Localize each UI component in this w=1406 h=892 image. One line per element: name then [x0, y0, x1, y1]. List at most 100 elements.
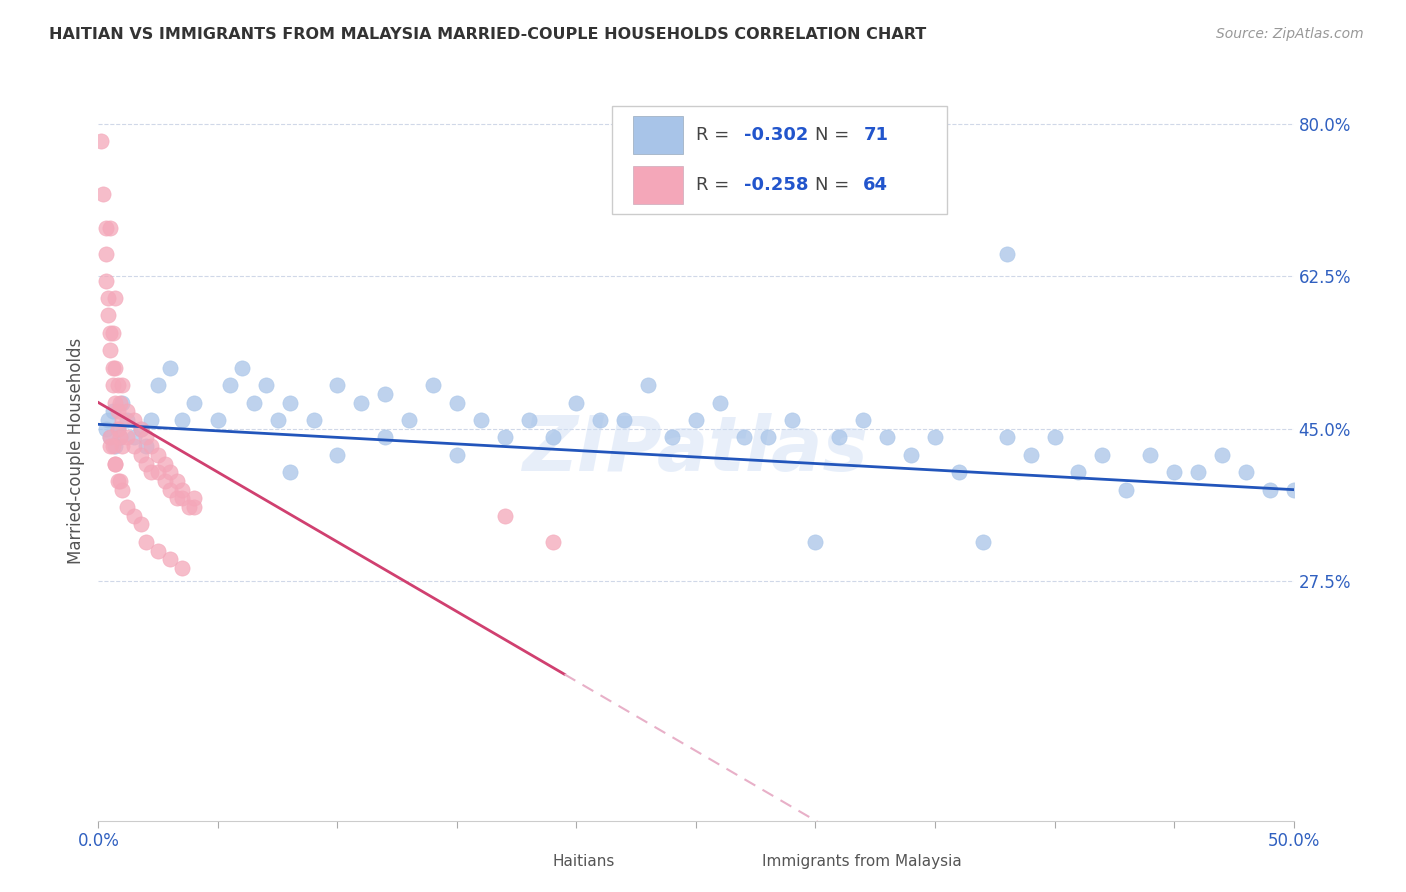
Point [172, 561, 194, 575]
Point [1139, 448, 1161, 462]
Point [94, 274, 117, 288]
Text: 64: 64 [863, 176, 889, 194]
Text: N =: N = [815, 126, 855, 144]
Point [148, 465, 170, 479]
Point [1282, 483, 1305, 497]
Point [166, 474, 188, 488]
Point [494, 508, 516, 523]
Text: Haitians: Haitians [553, 854, 614, 869]
Text: Source: ZipAtlas.com: Source: ZipAtlas.com [1216, 27, 1364, 41]
Point [183, 500, 205, 514]
Point [166, 491, 188, 506]
Point [780, 413, 803, 427]
Point [972, 535, 994, 549]
Point [115, 500, 138, 514]
Point [101, 404, 124, 418]
Point [350, 395, 373, 409]
Point [446, 448, 468, 462]
Point [565, 395, 588, 409]
Point [756, 430, 779, 444]
Point [470, 413, 492, 427]
Point [1258, 483, 1281, 497]
Point [135, 430, 157, 444]
Point [183, 491, 205, 506]
Point [1067, 465, 1090, 479]
Point [876, 430, 898, 444]
Point [900, 448, 922, 462]
Point [541, 430, 564, 444]
Point [398, 413, 420, 427]
Point [207, 413, 229, 427]
Point [541, 535, 564, 549]
Y-axis label: Married-couple Households: Married-couple Households [66, 337, 84, 564]
Point [131, 448, 153, 462]
FancyBboxPatch shape [720, 850, 756, 871]
Point [1163, 465, 1185, 479]
Point [98, 430, 122, 444]
Point [101, 326, 124, 340]
Point [111, 483, 134, 497]
Point [494, 430, 516, 444]
Point [124, 508, 146, 523]
Text: -0.302: -0.302 [744, 126, 808, 144]
Point [97, 413, 120, 427]
Point [326, 448, 349, 462]
Point [108, 430, 131, 444]
Point [302, 413, 325, 427]
Point [139, 413, 162, 427]
Point [94, 221, 117, 235]
Point [104, 395, 127, 409]
Point [517, 413, 540, 427]
Point [101, 360, 124, 375]
Text: 71: 71 [863, 126, 889, 144]
Point [107, 378, 129, 392]
Text: ZIPatlas: ZIPatlas [523, 414, 869, 487]
Point [91, 186, 114, 201]
Point [1234, 465, 1257, 479]
Point [159, 483, 181, 497]
Point [948, 465, 970, 479]
Text: HAITIAN VS IMMIGRANTS FROM MALAYSIA MARRIED-COUPLE HOUSEHOLDS CORRELATION CHART: HAITIAN VS IMMIGRANTS FROM MALAYSIA MARR… [49, 27, 927, 42]
Point [97, 309, 120, 323]
Text: R =: R = [696, 126, 735, 144]
Point [278, 395, 301, 409]
Point [828, 430, 851, 444]
Point [104, 457, 127, 471]
Point [1187, 465, 1209, 479]
Point [155, 474, 177, 488]
Point [179, 500, 201, 514]
Point [135, 457, 157, 471]
Point [852, 413, 875, 427]
Point [148, 378, 170, 392]
Point [101, 439, 124, 453]
Point [111, 378, 134, 392]
Point [172, 483, 194, 497]
Point [1115, 483, 1137, 497]
Point [172, 413, 194, 427]
Point [231, 360, 253, 375]
Text: -0.258: -0.258 [744, 176, 808, 194]
Point [131, 422, 153, 436]
Point [139, 439, 162, 453]
Point [107, 422, 129, 436]
Point [115, 413, 138, 427]
Point [124, 439, 146, 453]
Point [131, 517, 153, 532]
Point [135, 439, 157, 453]
Point [94, 247, 117, 261]
Point [159, 552, 181, 566]
Point [108, 474, 131, 488]
Point [115, 430, 138, 444]
Point [159, 465, 181, 479]
Point [111, 439, 134, 453]
Point [131, 422, 153, 436]
Point [104, 439, 127, 453]
Point [108, 430, 131, 444]
Point [637, 378, 659, 392]
Point [124, 413, 146, 427]
Point [661, 430, 683, 444]
Point [101, 378, 124, 392]
Point [1043, 430, 1066, 444]
Point [104, 360, 127, 375]
Point [98, 343, 122, 358]
